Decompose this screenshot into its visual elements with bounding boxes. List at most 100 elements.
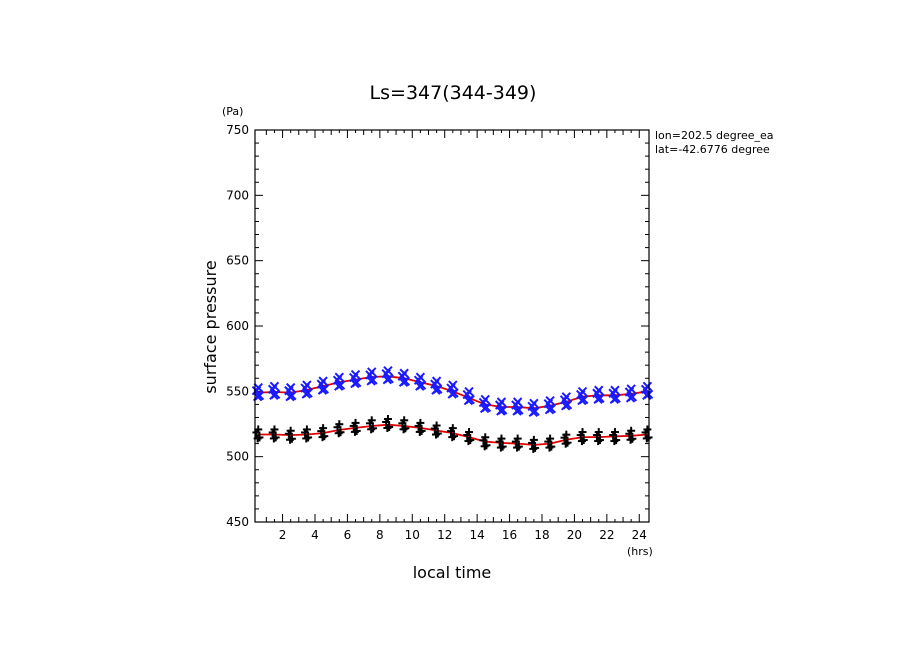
x-tick-label: 14: [469, 528, 484, 542]
data-point-plus: [350, 427, 359, 436]
data-point-x: [285, 391, 295, 402]
data-point-x: [642, 381, 653, 392]
data-point-plus: [367, 425, 376, 434]
data-point-plus: [269, 434, 278, 443]
x-tick-label: 8: [376, 528, 384, 542]
data-point-x: [577, 386, 588, 397]
data-point-x: [496, 397, 507, 407]
data-point-plus: [578, 428, 587, 437]
data-point-x: [350, 369, 361, 380]
data-point-x: [561, 392, 572, 402]
y-tick-label: 450: [226, 515, 249, 529]
data-point-plus: [529, 435, 538, 444]
data-point-x: [561, 401, 571, 411]
chart-title: Ls=347(344-349): [370, 82, 537, 104]
y-tick-label: 700: [226, 188, 249, 202]
data-point-plus: [351, 418, 360, 427]
data-point-plus: [529, 444, 538, 453]
data-point-plus: [513, 443, 522, 452]
data-point-plus: [270, 425, 279, 434]
data-point-plus: [545, 443, 554, 452]
data-point-plus: [546, 434, 555, 443]
data-point-plus: [496, 443, 505, 452]
data-point-x: [479, 403, 490, 414]
data-point-x: [528, 407, 538, 418]
y-tick-label: 600: [226, 319, 249, 333]
data-point-plus: [610, 437, 619, 446]
data-point-x: [447, 389, 457, 399]
data-point-x: [609, 394, 620, 404]
y-tick-label: 750: [226, 123, 249, 137]
data-point-plus: [416, 418, 425, 427]
data-point-plus: [561, 439, 570, 448]
data-point-x: [415, 381, 425, 391]
data-point-x: [463, 395, 474, 406]
x-tick-label: 18: [534, 528, 549, 542]
data-point-x: [285, 382, 296, 393]
data-point-x: [448, 380, 458, 390]
annotation-lat: lat=-42.6776 degree: [655, 143, 770, 156]
x-tick-label: 16: [502, 528, 517, 542]
data-point-x: [464, 386, 474, 397]
data-point-x: [577, 395, 587, 406]
data-point-plus: [415, 427, 424, 436]
data-point-plus: [431, 430, 440, 439]
data-point-plus: [594, 437, 603, 446]
x-tick-label: 4: [311, 528, 319, 542]
data-point-plus: [626, 435, 635, 444]
plot-frame: [254, 129, 650, 523]
annotation-lon: lon=202.5 degree_ea: [655, 129, 774, 142]
data-point-x: [398, 377, 409, 387]
data-point-plus: [497, 434, 506, 443]
data-point-x: [593, 394, 603, 404]
data-point-x: [610, 385, 620, 395]
data-point-plus: [286, 426, 295, 435]
y-axis-label: surface pressure: [201, 260, 220, 393]
data-point-plus: [318, 433, 327, 442]
x-tick-label: 6: [344, 528, 352, 542]
data-point-plus: [464, 437, 473, 446]
x-tick-label: 24: [632, 528, 647, 542]
data-point-x: [334, 381, 344, 391]
data-point-plus: [319, 424, 328, 433]
data-point-plus: [367, 416, 376, 425]
data-point-plus: [480, 442, 489, 451]
data-marks: [251, 365, 654, 453]
x-tick-label: 22: [599, 528, 614, 542]
data-point-x: [334, 372, 345, 382]
data-point-x: [545, 395, 555, 406]
data-point-plus: [643, 425, 652, 434]
data-point-plus: [481, 433, 490, 442]
data-point-x: [383, 365, 393, 376]
data-point-plus: [400, 416, 409, 425]
data-point-x: [399, 368, 409, 378]
data-point-plus: [577, 437, 586, 446]
data-point-plus: [383, 415, 392, 423]
data-point-plus: [335, 420, 344, 429]
data-point-plus: [383, 424, 392, 432]
data-point-x: [382, 374, 393, 385]
data-point-x: [496, 406, 506, 416]
x-axis-label: local time: [413, 563, 492, 582]
data-point-x: [544, 404, 555, 415]
data-point-x: [350, 378, 360, 389]
data-point-x: [302, 380, 312, 390]
data-point-x: [529, 398, 539, 409]
data-point-plus: [302, 434, 311, 443]
data-point-x: [269, 381, 280, 392]
data-point-plus: [594, 428, 603, 437]
x-tick-label: 20: [567, 528, 582, 542]
data-point-plus: [399, 425, 408, 434]
data-point-x: [269, 390, 279, 401]
x-unit-label: (hrs): [627, 545, 653, 558]
data-point-x: [431, 385, 441, 395]
data-point-x: [512, 406, 522, 416]
data-point-plus: [286, 435, 295, 444]
data-point-x: [301, 389, 311, 399]
data-point-x: [367, 367, 377, 377]
data-point-plus: [302, 425, 311, 434]
data-point-x: [480, 394, 490, 405]
data-point-plus: [334, 429, 343, 438]
data-point-x: [431, 376, 442, 386]
